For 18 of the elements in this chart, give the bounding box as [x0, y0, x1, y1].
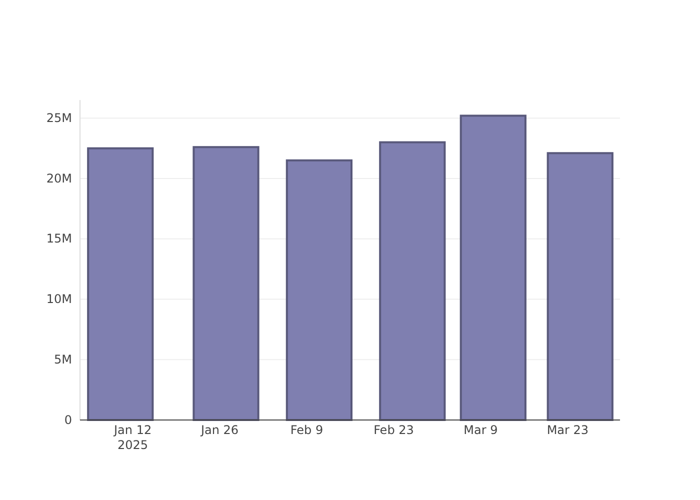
x-tick-label: Feb 9: [290, 423, 324, 437]
bar: [460, 114, 526, 421]
bar: [192, 146, 260, 421]
y-tick-label: 15M: [46, 232, 72, 246]
y-tick-label: 5M: [54, 352, 72, 366]
bar: [546, 152, 614, 421]
y-tick-label: 10M: [46, 292, 72, 306]
y-tick-label: 25M: [46, 110, 72, 125]
x-tick-label: Jan 12 2025: [113, 423, 152, 452]
x-tick-label: Feb 23: [374, 423, 414, 437]
x-tick-label: Jan 26: [200, 423, 239, 437]
bar: [286, 159, 352, 421]
y-tick-label: 0: [64, 412, 72, 427]
x-tick-label: Mar 23: [546, 423, 589, 437]
bar: [87, 147, 154, 421]
y-tick-label: 20M: [46, 171, 72, 186]
bar: [379, 141, 446, 421]
x-tick-label: Mar 9: [464, 423, 498, 437]
